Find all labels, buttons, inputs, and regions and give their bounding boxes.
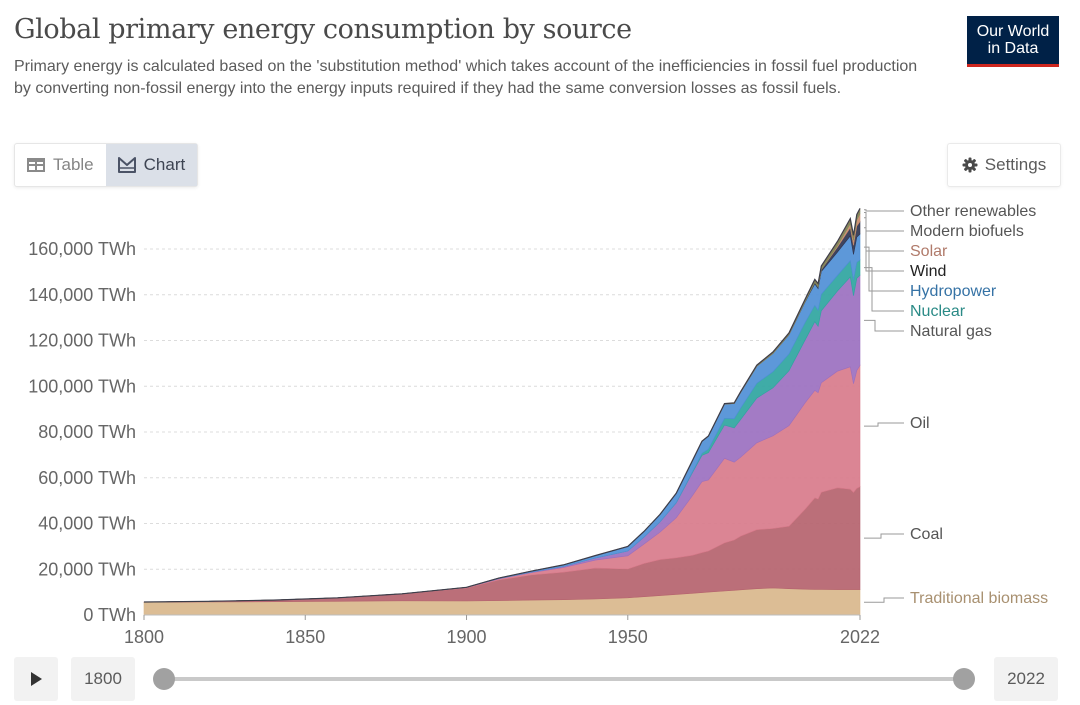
tab-chart-label: Chart (143, 155, 186, 174)
y-tick-label: 120,000 TWh (28, 331, 136, 351)
chart-icon (117, 157, 136, 173)
y-tick-label: 80,000 TWh (38, 422, 136, 442)
owid-logo[interactable]: Our World in Data (967, 16, 1059, 67)
legend-connector (864, 267, 904, 312)
total-outline (143, 208, 861, 603)
logo-line-1: Our World (976, 23, 1050, 40)
end-year-handle[interactable] (953, 668, 975, 690)
legend-connector (864, 209, 904, 212)
legend-label-coal[interactable]: Coal (910, 526, 943, 543)
x-tick-label: 2022 (840, 627, 880, 647)
legend-label-other-renewables[interactable]: Other renewables (910, 203, 1036, 220)
legend-connector (864, 319, 904, 332)
timeline: 1800 2022 (0, 655, 1080, 703)
x-tick-label: 1800 (124, 627, 164, 647)
legend-label-modern-biofuels[interactable]: Modern biofuels (910, 223, 1024, 240)
y-tick-label: 40,000 TWh (38, 514, 136, 534)
settings-button[interactable]: Settings (947, 143, 1061, 187)
y-tick-label: 160,000 TWh (28, 239, 136, 259)
x-tick-label: 1950 (608, 627, 648, 647)
y-tick-label: 60,000 TWh (38, 468, 136, 488)
play-icon (31, 672, 42, 686)
legend-label-nuclear[interactable]: Nuclear (910, 303, 966, 320)
legend-label-wind[interactable]: Wind (910, 263, 946, 280)
y-tick-label: 0 TWh (83, 605, 136, 625)
chart-area: 0 TWh 20,000 TWh 40,000 TWh 60,000 TWh 80,00… (28, 203, 1048, 647)
timeline-track[interactable] (164, 677, 964, 681)
gear-icon (962, 157, 978, 173)
legend-connector (864, 246, 904, 292)
y-tick-label: 140,000 TWh (28, 285, 136, 305)
legend-connector (864, 422, 904, 427)
tab-chart[interactable]: Chart (105, 144, 198, 186)
start-year-label[interactable]: 1800 (71, 657, 135, 701)
legend-connector (864, 217, 904, 252)
chart-title: Global primary energy consumption by sou… (14, 14, 632, 45)
stacked-areas (143, 208, 861, 616)
logo-line-2: in Data (987, 40, 1039, 57)
view-toggle: Table Chart (14, 143, 199, 187)
legend-connector (864, 597, 904, 603)
legend-connector (864, 227, 904, 272)
x-tick-label: 1850 (285, 627, 325, 647)
legend-label-oil[interactable]: Oil (910, 415, 930, 432)
play-button[interactable] (14, 657, 58, 701)
settings-label: Settings (984, 155, 1047, 174)
y-tick-label: 100,000 TWh (28, 376, 136, 396)
start-year-handle[interactable] (153, 668, 175, 690)
tab-table[interactable]: Table (15, 144, 106, 186)
legend-label-natural-gas[interactable]: Natural gas (910, 323, 992, 340)
tab-table-label: Table (53, 155, 94, 174)
legend-connector (864, 212, 904, 232)
chart-subtitle: Primary energy is calculated based on th… (14, 58, 918, 97)
legend: Traditional biomass Coal Oil Natural gas Nuc… (864, 203, 1048, 607)
legend-label-solar[interactable]: Solar (910, 243, 948, 260)
end-year-label[interactable]: 2022 (994, 657, 1058, 701)
x-tick-label: 1900 (446, 627, 486, 647)
x-axis: 1800 1850 1900 1950 2022 (124, 614, 880, 647)
table-icon (27, 158, 45, 172)
legend-label-hydropower[interactable]: Hydropower (910, 283, 997, 300)
legend-label-traditional-biomass[interactable]: Traditional biomass (910, 590, 1048, 607)
y-tick-label: 20,000 TWh (38, 559, 136, 579)
y-axis-ticks: 0 TWh 20,000 TWh 40,000 TWh 60,000 TWh 80,00… (28, 239, 136, 625)
legend-connector (864, 533, 904, 539)
